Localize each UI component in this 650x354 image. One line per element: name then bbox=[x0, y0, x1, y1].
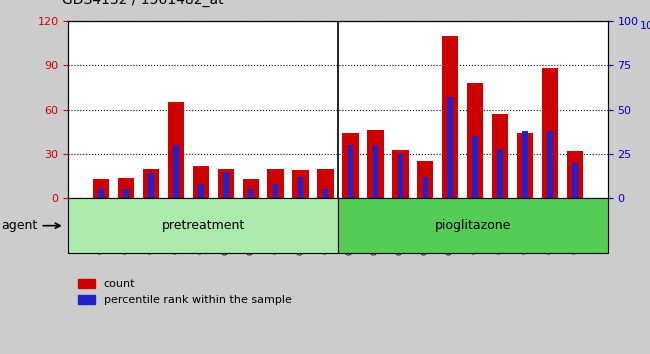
Bar bbox=[467, 83, 484, 198]
Bar bbox=[523, 131, 528, 198]
Text: pioglitazone: pioglitazone bbox=[435, 219, 511, 232]
Bar bbox=[322, 189, 328, 198]
Bar bbox=[198, 184, 203, 198]
Bar bbox=[567, 151, 583, 198]
Bar bbox=[268, 169, 283, 198]
Bar bbox=[447, 97, 453, 198]
Text: GDS4132 / 1561482_at: GDS4132 / 1561482_at bbox=[62, 0, 224, 7]
Bar bbox=[273, 184, 278, 198]
Text: 100%: 100% bbox=[640, 21, 650, 31]
Bar bbox=[168, 102, 184, 198]
Bar bbox=[398, 154, 403, 198]
Bar bbox=[372, 145, 378, 198]
Bar bbox=[492, 114, 508, 198]
Bar bbox=[517, 133, 533, 198]
Bar bbox=[223, 172, 229, 198]
Bar bbox=[393, 149, 408, 198]
Bar bbox=[572, 163, 578, 198]
Bar bbox=[242, 179, 259, 198]
Bar bbox=[542, 68, 558, 198]
Bar bbox=[417, 161, 434, 198]
Text: pretreatment: pretreatment bbox=[161, 219, 245, 232]
Bar bbox=[143, 169, 159, 198]
Bar bbox=[442, 36, 458, 198]
Bar bbox=[317, 169, 333, 198]
Bar bbox=[547, 131, 553, 198]
Bar bbox=[173, 145, 179, 198]
Bar bbox=[473, 136, 478, 198]
Bar bbox=[497, 149, 503, 198]
Bar bbox=[192, 166, 209, 198]
Bar bbox=[292, 170, 309, 198]
Bar bbox=[123, 189, 129, 198]
Bar bbox=[338, 198, 608, 253]
Bar bbox=[118, 178, 134, 198]
Bar bbox=[68, 198, 338, 253]
Bar bbox=[348, 145, 354, 198]
Text: agent: agent bbox=[1, 219, 60, 232]
Legend: count, percentile rank within the sample: count, percentile rank within the sample bbox=[74, 275, 296, 310]
Bar bbox=[422, 177, 428, 198]
Bar bbox=[218, 169, 234, 198]
Bar bbox=[98, 189, 104, 198]
Bar bbox=[148, 173, 153, 198]
Bar bbox=[343, 133, 359, 198]
Bar bbox=[93, 179, 109, 198]
Bar bbox=[298, 177, 304, 198]
Bar bbox=[367, 130, 383, 198]
Bar bbox=[248, 189, 254, 198]
